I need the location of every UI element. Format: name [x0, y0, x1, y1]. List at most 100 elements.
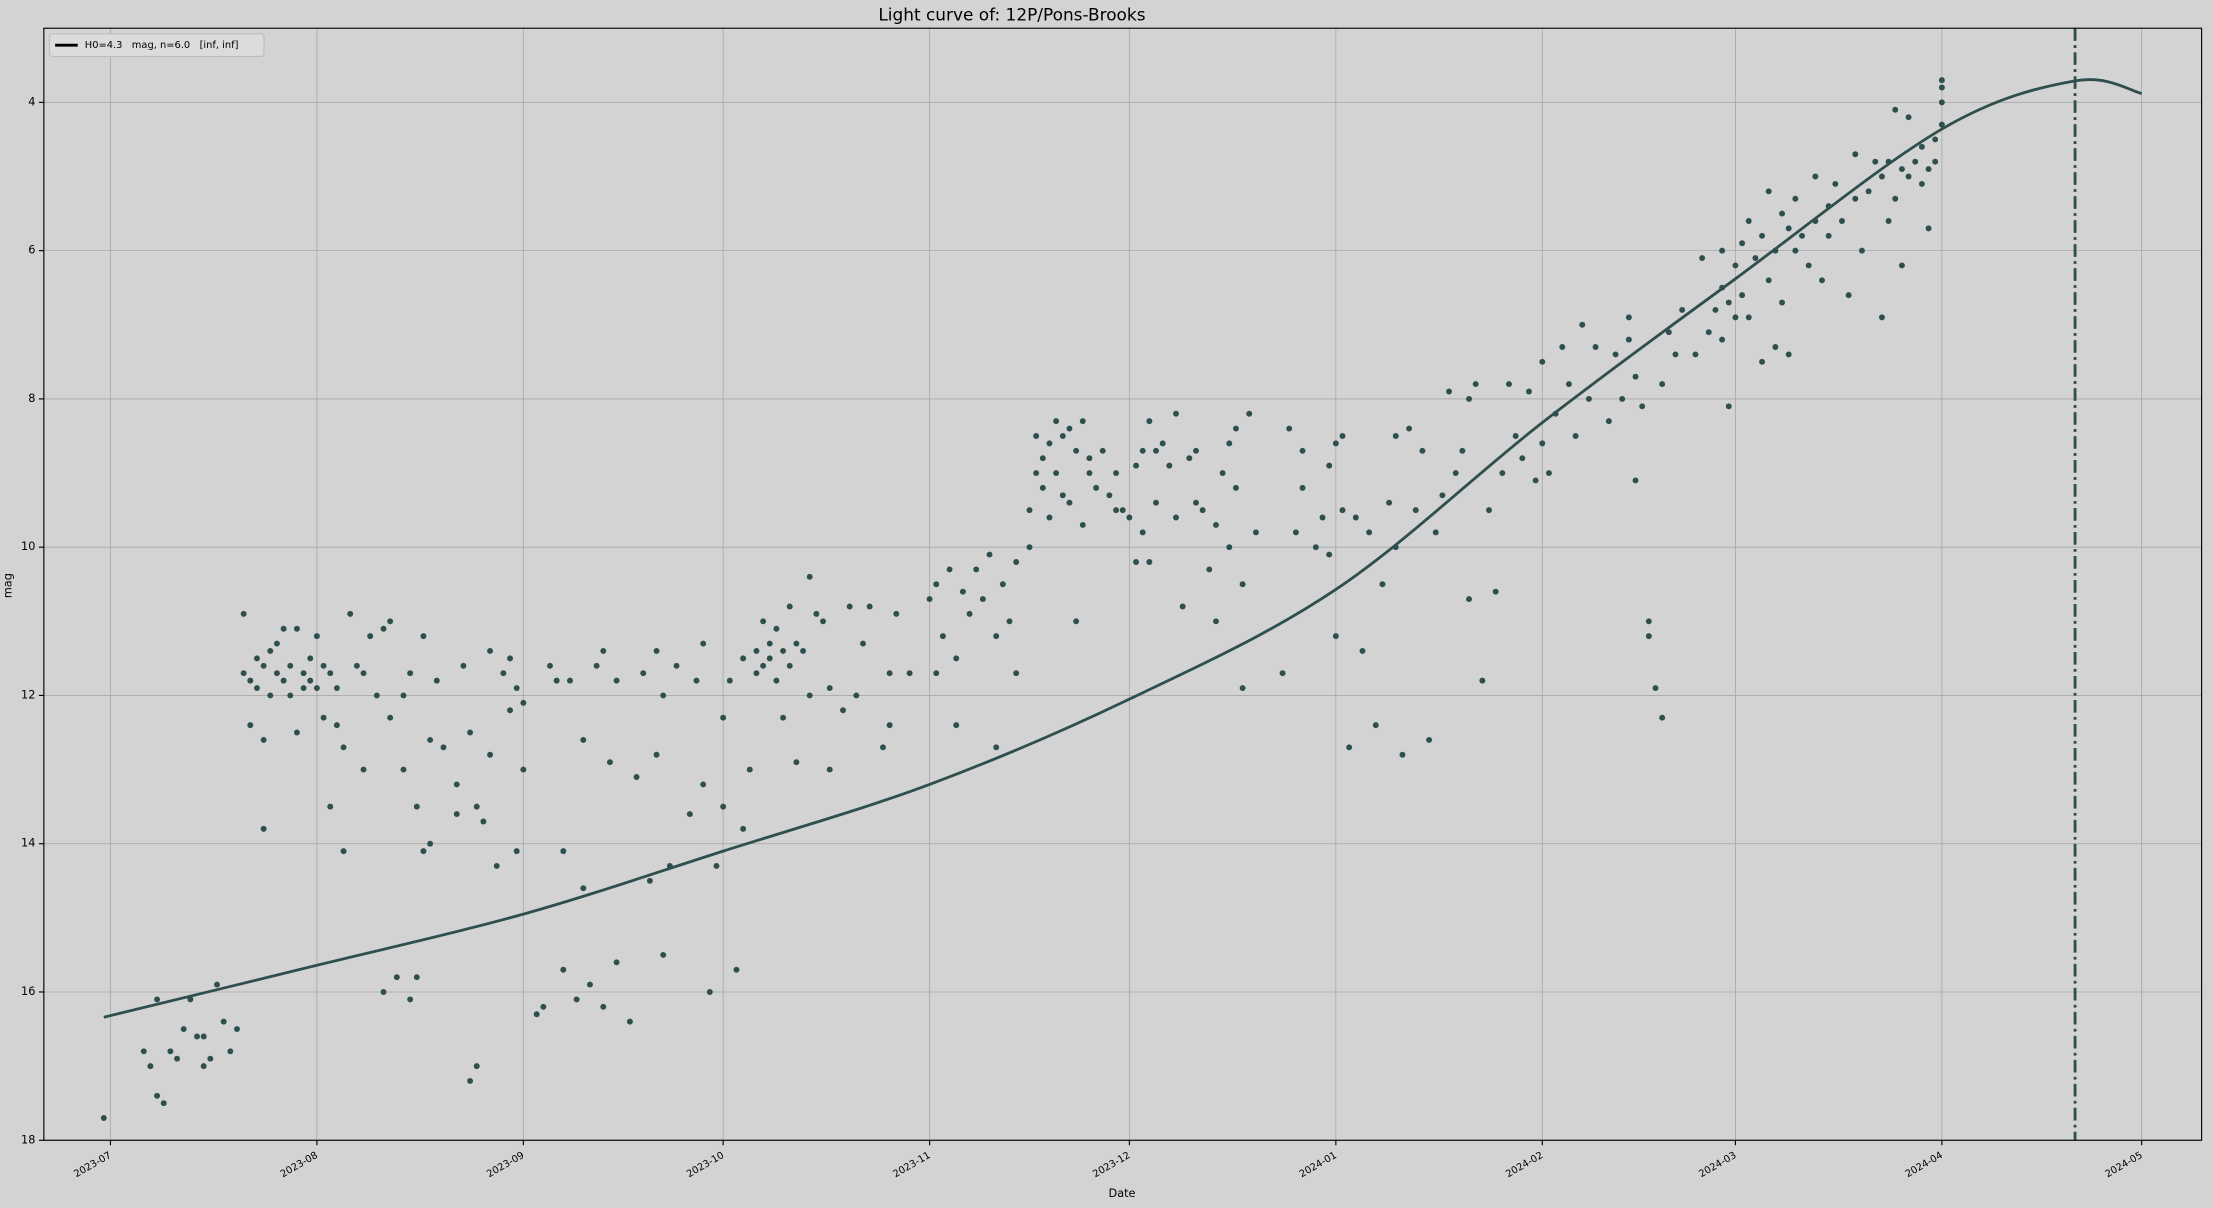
data-point	[1359, 648, 1366, 654]
data-point	[1046, 440, 1053, 447]
data-point	[813, 610, 820, 617]
data-point	[1539, 440, 1546, 447]
data-point	[293, 729, 300, 736]
data-point	[866, 603, 873, 610]
data-point	[420, 633, 427, 640]
data-point	[1832, 180, 1839, 187]
data-point	[1039, 455, 1046, 462]
data-point	[1852, 151, 1859, 158]
data-point	[1079, 418, 1086, 425]
data-point	[1146, 559, 1153, 565]
data-point	[646, 877, 653, 884]
data-point	[1759, 232, 1766, 239]
data-point	[1665, 329, 1672, 336]
data-point	[273, 670, 280, 677]
data-point	[1652, 685, 1659, 691]
data-point	[933, 670, 940, 677]
data-point	[1199, 507, 1206, 514]
data-point	[946, 566, 953, 573]
data-point	[1532, 477, 1539, 484]
data-point	[773, 677, 780, 684]
data-point	[580, 736, 587, 743]
data-point	[993, 633, 1000, 640]
data-point	[1059, 492, 1066, 499]
data-point	[1299, 484, 1306, 491]
data-point	[726, 677, 733, 684]
y-axis-label: mag	[2, 573, 15, 598]
data-point	[460, 662, 467, 669]
data-point	[1772, 344, 1779, 350]
data-point	[959, 588, 966, 595]
data-point	[260, 736, 267, 743]
data-point	[340, 744, 347, 751]
data-point	[1512, 433, 1519, 439]
data-point	[1213, 618, 1219, 625]
data-point	[1545, 470, 1552, 477]
data-point	[467, 1077, 474, 1084]
data-point	[660, 692, 667, 699]
data-point	[473, 803, 480, 810]
data-point	[673, 662, 680, 669]
data-point	[1672, 351, 1679, 358]
data-point	[1765, 188, 1772, 195]
data-point	[1858, 247, 1865, 254]
data-point	[1885, 218, 1892, 224]
data-point	[1732, 262, 1739, 269]
data-point	[1878, 173, 1885, 180]
data-point	[427, 736, 434, 743]
data-point	[720, 803, 727, 810]
data-point	[780, 648, 787, 654]
data-point	[1326, 462, 1333, 469]
data-point	[1286, 425, 1293, 432]
data-point	[626, 1018, 633, 1025]
data-point	[846, 603, 853, 610]
data-point	[1119, 507, 1126, 514]
data-point	[1146, 418, 1153, 425]
data-point	[1466, 596, 1472, 603]
data-point	[513, 848, 520, 855]
data-point	[433, 677, 440, 684]
data-point	[1719, 336, 1726, 343]
data-point	[520, 699, 527, 706]
data-point	[1446, 388, 1453, 395]
data-point	[1053, 470, 1060, 477]
data-point	[160, 1100, 167, 1107]
data-point	[300, 670, 307, 677]
data-point	[1246, 410, 1253, 417]
data-point	[200, 1063, 207, 1070]
data-point	[1579, 321, 1586, 328]
data-point	[453, 781, 460, 788]
data-point	[440, 744, 447, 751]
data-point	[1226, 544, 1233, 551]
data-point	[1299, 447, 1306, 454]
data-point	[507, 655, 513, 662]
data-point	[793, 759, 800, 766]
data-point	[1086, 455, 1093, 462]
data-point	[1406, 425, 1413, 432]
data-point	[360, 766, 367, 773]
data-point	[1039, 484, 1046, 491]
data-point	[600, 648, 607, 654]
scatter-points	[100, 77, 1945, 1121]
data-point	[333, 685, 340, 691]
y-tick-label: 18	[21, 1133, 35, 1146]
data-point	[786, 603, 793, 610]
data-point	[174, 1055, 181, 1062]
data-point	[380, 625, 387, 632]
data-point	[1239, 581, 1246, 588]
legend-label: H0=4.3 mag, n=6.0 [inf, inf]	[85, 40, 239, 51]
data-point	[1139, 529, 1146, 536]
data-point	[540, 1003, 547, 1010]
data-point	[1719, 247, 1726, 254]
data-point	[267, 692, 274, 699]
data-point	[1938, 77, 1945, 84]
data-point	[1632, 477, 1639, 484]
data-point	[886, 722, 893, 729]
data-point	[520, 766, 527, 773]
data-point	[1905, 173, 1912, 180]
y-tick-label: 12	[21, 688, 35, 701]
data-point	[753, 648, 760, 654]
data-point	[1213, 521, 1219, 528]
data-point	[393, 974, 400, 981]
data-point	[1645, 618, 1652, 625]
